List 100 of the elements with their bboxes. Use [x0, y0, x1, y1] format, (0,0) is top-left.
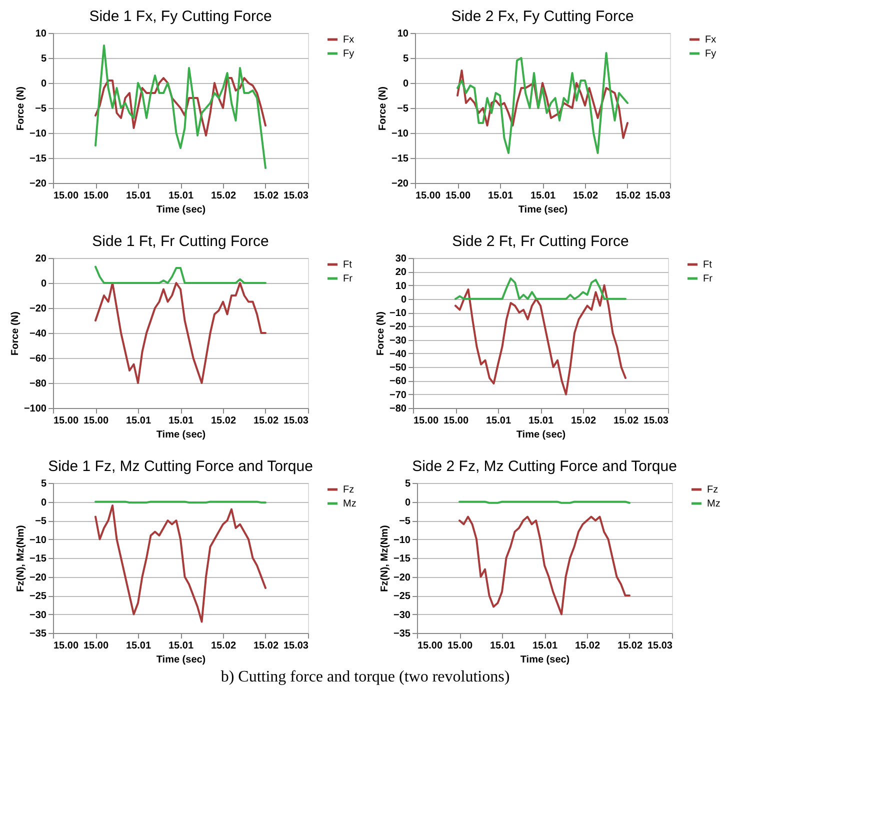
- y-tick-label: −80: [390, 404, 407, 414]
- y-tick-label: 0: [404, 497, 411, 508]
- legend-label: Fz: [707, 484, 718, 496]
- legend-label: Fx: [705, 34, 716, 46]
- y-tick-label: 10: [395, 280, 407, 292]
- x-axis-title: Time (sec): [518, 204, 568, 216]
- x-tick-label: 15.03: [283, 190, 309, 202]
- line-series: [454, 284, 626, 396]
- y-tick-label: 30: [395, 254, 407, 264]
- x-tick-label: 15.00: [445, 190, 471, 202]
- x-tick-label: 15.01: [126, 416, 152, 426]
- y-tick-label: −15: [394, 554, 411, 564]
- y-tick-label: −25: [30, 591, 47, 602]
- y-tick-label: −10: [30, 128, 47, 140]
- x-tick-label: 15.01: [168, 190, 194, 202]
- y-axis-title: Force (N): [16, 86, 27, 130]
- x-tick-label: 15.02: [210, 640, 236, 652]
- y-axis-title: Fz(N), Mz(Nm): [380, 525, 391, 592]
- x-tick-label: 15.00: [418, 640, 443, 652]
- y-tick-label: 5: [40, 478, 47, 490]
- x-tick-label: 15.01: [488, 190, 514, 202]
- line-series: [94, 504, 266, 623]
- y-tick-label: −20: [394, 572, 411, 584]
- x-tick-label: 15.03: [647, 640, 673, 652]
- y-tick-label: −30: [394, 610, 411, 621]
- x-tick-label: 15.03: [645, 190, 671, 202]
- x-tick-label: 15.03: [643, 416, 669, 426]
- x-tick-label: 15.02: [574, 640, 600, 652]
- y-tick-label: 0: [40, 78, 47, 90]
- y-tick-label: −20: [390, 322, 407, 333]
- y-tick-label: −10: [390, 308, 407, 320]
- y-tick-label: −20: [392, 178, 409, 190]
- y-tick-label: 0: [402, 78, 409, 90]
- x-tick-label: 15.02: [253, 190, 279, 202]
- x-tick-label: 15.00: [83, 416, 109, 426]
- x-axis-title: Time (sec): [156, 204, 206, 216]
- y-tick-label: 5: [404, 478, 411, 490]
- x-axis-title: Time (sec): [156, 430, 206, 440]
- y-axis-title: Force (N): [376, 312, 387, 356]
- line-series: [94, 44, 266, 169]
- y-tick-label: −80: [30, 378, 47, 390]
- y-axis-title: Fz(N), Mz(Nm): [16, 525, 27, 592]
- x-tick-label: 15.03: [283, 640, 309, 652]
- y-tick-label: −5: [35, 104, 47, 114]
- y-tick-label: −100: [24, 404, 47, 414]
- y-tick-label: −20: [30, 304, 47, 314]
- x-axis-title: Time (sec): [516, 430, 566, 440]
- legend-label: Ft: [703, 260, 712, 270]
- x-tick-label: 15.01: [486, 416, 512, 426]
- y-tick-label: −30: [30, 610, 47, 621]
- chart-title: Side 1 Fx, Fy Cutting Force: [89, 8, 272, 25]
- y-tick-label: −50: [390, 362, 407, 374]
- y-tick-label: −40: [30, 328, 47, 340]
- x-tick-label: 15.01: [168, 640, 194, 652]
- x-tick-label: 15.01: [126, 190, 152, 202]
- x-tick-label: 15.00: [83, 190, 109, 202]
- line-series: [456, 52, 628, 154]
- legend-label: Ft: [343, 260, 352, 270]
- y-tick-label: −20: [30, 572, 47, 584]
- y-tick-label: −25: [394, 591, 411, 602]
- y-tick-label: −5: [35, 516, 47, 527]
- y-tick-label: 5: [402, 54, 409, 64]
- x-tick-label: 15.01: [126, 640, 152, 652]
- x-tick-label: 15.02: [253, 640, 279, 652]
- x-tick-label: 15.02: [253, 416, 279, 426]
- y-tick-label: −10: [392, 128, 409, 140]
- chart-title: Side 1 Fz, Mz Cutting Force and Torque: [48, 458, 313, 475]
- y-tick-label: 10: [397, 28, 409, 40]
- x-tick-label: 15.00: [54, 190, 79, 202]
- y-tick-label: −40: [390, 348, 407, 360]
- x-axis-title: Time (sec): [520, 654, 570, 666]
- line-series: [458, 516, 630, 616]
- x-tick-label: 15.02: [210, 416, 236, 426]
- x-tick-label: 15.00: [54, 416, 79, 426]
- y-tick-label: −70: [390, 390, 407, 401]
- x-tick-label: 15.00: [83, 640, 109, 652]
- legend-label: Fy: [343, 48, 354, 60]
- y-axis-title: Force (N): [378, 86, 389, 130]
- y-tick-label: −15: [30, 154, 47, 164]
- chart-title: Side 2 Fx, Fy Cutting Force: [451, 8, 634, 25]
- x-tick-label: 15.00: [54, 640, 79, 652]
- legend-label: Mz: [343, 498, 356, 510]
- y-tick-label: −5: [399, 516, 411, 527]
- y-tick-label: 0: [40, 497, 47, 508]
- x-tick-label: 15.02: [615, 190, 641, 202]
- y-tick-label: 10: [35, 28, 47, 40]
- x-tick-label: 15.01: [528, 416, 554, 426]
- y-tick-label: −60: [30, 354, 47, 364]
- x-tick-label: 15.01: [532, 640, 558, 652]
- legend-label: Fz: [343, 484, 354, 496]
- x-tick-label: 15.00: [443, 416, 469, 426]
- x-axis-title: Time (sec): [156, 654, 206, 666]
- legend-label: Fr: [343, 274, 354, 284]
- x-tick-label: 15.02: [210, 190, 236, 202]
- y-tick-label: 0: [400, 294, 407, 306]
- x-tick-label: 15.02: [570, 416, 596, 426]
- y-tick-label: −35: [394, 628, 411, 640]
- chart-title: Side 1 Ft, Fr Cutting Force: [92, 233, 269, 250]
- legend-label: Fr: [703, 274, 714, 284]
- line-series: [456, 70, 628, 139]
